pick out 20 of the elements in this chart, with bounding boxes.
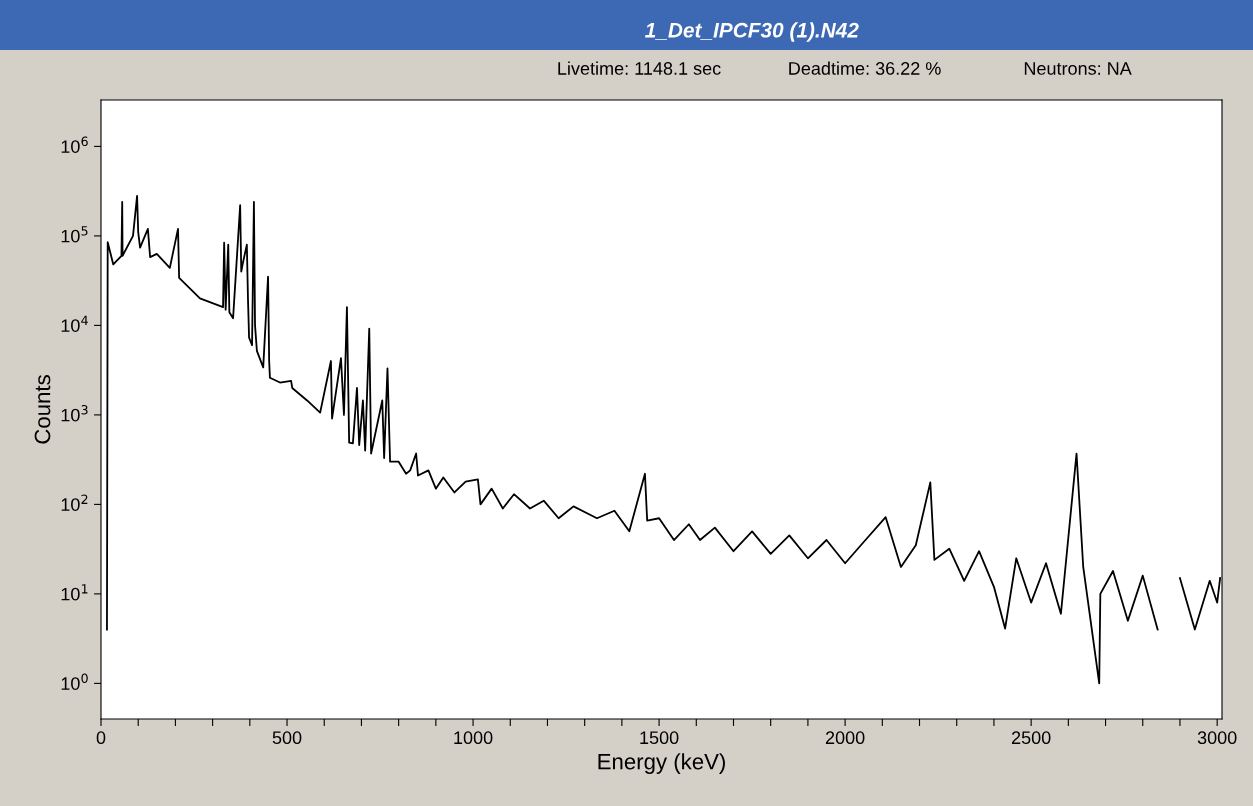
chart-title: 1_Det_IPCF30 (1).N42 [645, 22, 859, 42]
y-tick-label: 10$^{5}$ [61, 226, 88, 243]
x-tick-label: 500 [272, 731, 302, 745]
text: Livetime: 1148.1 sec [558, 61, 721, 75]
x-tick-label: 0 [96, 731, 106, 745]
y-tick-label: 10$^{1}$ [61, 584, 88, 601]
x-axis-title: Energy (keV) [598, 753, 725, 774]
y-tick-label: 10$^{3}$ [61, 405, 88, 422]
y-tick-label: 10$^{4}$ [61, 315, 88, 332]
y-axis-title: Counts [34, 375, 51, 444]
x-tick-label: 2000 [825, 731, 865, 745]
y-tick-label: 10$^{6}$ [61, 136, 88, 153]
y-tick-label: 10$^{0}$ [61, 673, 88, 690]
x-tick-label: 1500 [640, 731, 679, 745]
x-tick-label: 3000 [1197, 731, 1237, 745]
x-tick-label: 1000 [454, 731, 493, 745]
x-tick-label: 2500 [1011, 731, 1051, 745]
text: Deadtime: 36.22 % [789, 61, 941, 75]
y-tick-label: 10$^{2}$ [61, 494, 88, 511]
text: Neutrons: NA [1024, 62, 1132, 75]
